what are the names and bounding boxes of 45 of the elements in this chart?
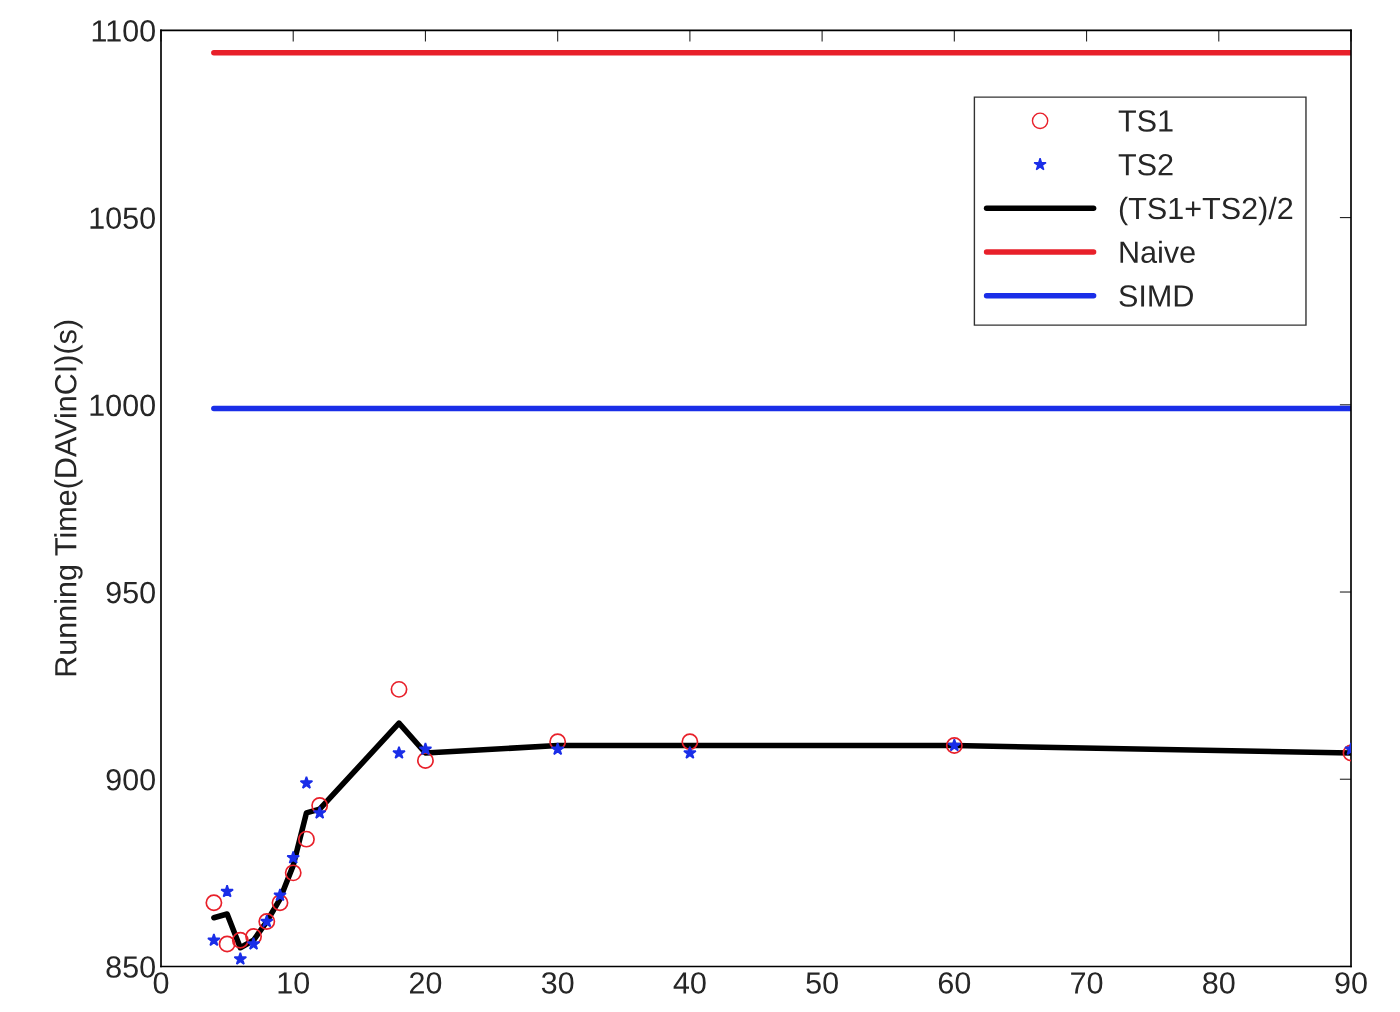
y-tick-label: 950 bbox=[106, 581, 155, 604]
y-tick-label: 1000 bbox=[90, 394, 155, 417]
x-tick-label: 80 bbox=[1203, 972, 1235, 994]
x-tick-label: 90 bbox=[1335, 972, 1367, 994]
point bbox=[418, 742, 433, 756]
legend-label: TS1 bbox=[1118, 110, 1173, 132]
x-tick-label: 50 bbox=[806, 972, 838, 994]
x-tick-label: 60 bbox=[938, 972, 971, 994]
point bbox=[220, 884, 234, 898]
x-tick-label: 0 bbox=[153, 972, 169, 994]
y-axis-title: Running Time(DAVinCI)(s) bbox=[54, 320, 83, 676]
point bbox=[233, 951, 248, 965]
point bbox=[273, 888, 287, 902]
legend-label: (TS1+TS2)/2 bbox=[1119, 196, 1293, 226]
point bbox=[390, 680, 408, 698]
point bbox=[246, 936, 261, 950]
legend-label: Naive bbox=[1120, 240, 1195, 264]
point bbox=[416, 752, 434, 769]
x-tick-label: 30 bbox=[541, 972, 574, 994]
point bbox=[297, 830, 315, 848]
x-tick-label: 20 bbox=[409, 972, 442, 994]
x-tick-label: 70 bbox=[1071, 972, 1103, 994]
point bbox=[392, 745, 406, 759]
point bbox=[683, 745, 697, 759]
y-tick-label: 1050 bbox=[90, 207, 155, 229]
point bbox=[286, 850, 301, 864]
y-tick-label: 850 bbox=[106, 956, 155, 978]
point bbox=[231, 931, 249, 949]
point bbox=[312, 805, 327, 819]
point bbox=[550, 742, 565, 756]
point bbox=[245, 928, 263, 945]
point bbox=[311, 796, 329, 814]
x-tick-label: 10 bbox=[278, 972, 310, 994]
y-tick-label: 900 bbox=[106, 768, 155, 791]
point bbox=[205, 894, 223, 912]
x-tick-label: 40 bbox=[673, 972, 706, 994]
point bbox=[207, 933, 221, 947]
point bbox=[284, 864, 302, 882]
point bbox=[218, 935, 236, 953]
legend-label: SIMD bbox=[1119, 285, 1193, 307]
point bbox=[271, 894, 289, 912]
y-tick-label: 1100 bbox=[92, 20, 155, 42]
point bbox=[299, 775, 314, 789]
point bbox=[681, 733, 699, 751]
legend-label: TS2 bbox=[1118, 153, 1173, 176]
